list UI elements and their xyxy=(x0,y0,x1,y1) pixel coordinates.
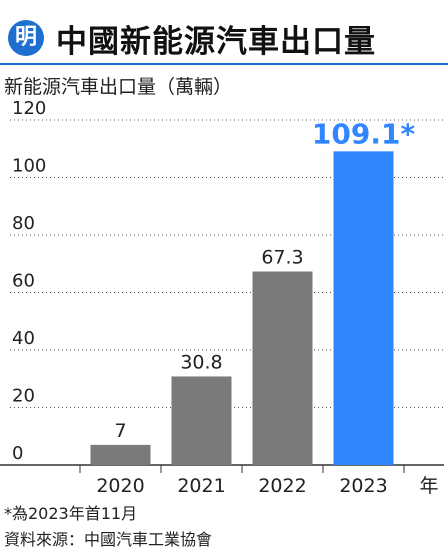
x-tick-label: 2022 xyxy=(258,475,306,497)
bar-value-label: 7 xyxy=(114,420,126,442)
x-tick-label: 2020 xyxy=(96,475,144,497)
chart-subtitle: 新能源汽車出口量（萬輛） xyxy=(4,76,233,98)
bar-value-label: 109.1* xyxy=(312,117,416,150)
bar-value-label: 67.3 xyxy=(261,247,303,269)
bar xyxy=(90,444,151,465)
page-title: 中國新能源汽車出口量 xyxy=(56,24,376,60)
bar xyxy=(252,271,313,465)
footnote-note: *為2023年首11月 xyxy=(4,504,138,523)
header: 明 中國新能源汽車出口量 xyxy=(0,0,448,65)
x-axis-label: 年 xyxy=(419,475,438,497)
bar-value-label: 30.8 xyxy=(180,351,222,373)
brand-logo: 明 xyxy=(8,20,44,56)
bar xyxy=(171,376,232,465)
y-tick-label: 60 xyxy=(12,271,35,292)
y-tick-label: 120 xyxy=(12,98,46,119)
x-tick-label: 2023 xyxy=(339,475,387,497)
y-tick-label: 80 xyxy=(12,213,35,234)
y-tick-label: 20 xyxy=(12,386,35,407)
bar xyxy=(333,151,394,465)
bar-chart: 0 20 40 60 80 100 120 7 2020 30.8 2021 67.3 2022 109.… xyxy=(0,98,444,497)
x-tick-label: 2021 xyxy=(177,475,225,497)
y-tick-label: 0 xyxy=(12,443,23,464)
header-divider xyxy=(0,63,448,65)
y-tick-label: 40 xyxy=(12,328,35,349)
footnote-source: 資料來源：中國汽車工業協會 xyxy=(4,530,213,549)
y-tick-label: 100 xyxy=(12,156,46,177)
